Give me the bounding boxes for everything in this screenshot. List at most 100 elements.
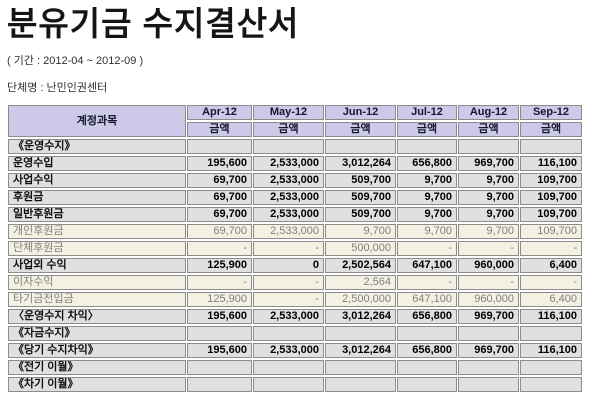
table-row: 이자수익 - -2,564- - - [8, 275, 582, 290]
table-row: 사업수익 69,700 2,533,000 509,700 9,700 9,700 109,… [8, 173, 582, 188]
amount-cell [397, 326, 457, 341]
amount-cell: 125,900 [187, 292, 252, 307]
amount-cell [325, 139, 396, 154]
amount-cell: 960,000 [458, 258, 519, 273]
account-label-cell: 후원금 [8, 190, 186, 205]
amount-header-cell: 금액 [325, 122, 396, 137]
amount-cell [325, 326, 396, 341]
month-header-cell: Aug-12 [458, 105, 519, 120]
account-label-cell: 타기금전입금 [8, 292, 186, 307]
amount-cell: 2,533,000 [253, 207, 324, 222]
account-label-cell: 《전기 이월》 [8, 360, 186, 375]
amount-cell: 647,100 [397, 292, 457, 307]
amount-cell [253, 377, 324, 392]
amount-cell [187, 326, 252, 341]
account-label-cell: 이자수익 [8, 275, 186, 290]
amount-cell: - [253, 241, 324, 256]
month-header-row: 계정과목 Apr-12 May-12 Jun-12 Jul-12 Aug-12 Sep-1… [8, 105, 582, 137]
amount-cell: 116,100 [520, 309, 582, 324]
table-row: 단체후원금 - -500,000- - - [8, 241, 582, 256]
table-row: 《차기 이월》 [8, 377, 582, 392]
account-label-cell: 운영수입 [8, 156, 186, 171]
amount-cell: - [187, 275, 252, 290]
amount-header-cell: 금액 [520, 122, 582, 137]
account-label-cell: 《차기 이월》 [8, 377, 186, 392]
amount-cell: 6,400 [520, 258, 582, 273]
amount-cell: 2,533,000 [253, 156, 324, 171]
amount-cell: 69,700 [187, 190, 252, 205]
amount-cell: 2,502,564 [325, 258, 396, 273]
amount-cell: 500,000 [325, 241, 396, 256]
amount-cell [520, 326, 582, 341]
amount-cell: 9,700 [458, 190, 519, 205]
table-row: 개인후원금 69,700 2,533,000 9,700 9,700 9,700 109,7… [8, 224, 582, 239]
amount-cell: - [253, 292, 324, 307]
table-row: 《당기 수지차익》 195,600 2,533,000 3,012,264 656,80… [8, 343, 582, 358]
amount-cell [520, 377, 582, 392]
table-header: 계정과목 Apr-12 May-12 Jun-12 Jul-12 Aug-12 Sep-1… [8, 105, 582, 137]
amount-cell: 656,800 [397, 309, 457, 324]
amount-cell: 9,700 [397, 173, 457, 188]
amount-cell: 116,100 [520, 343, 582, 358]
amount-cell: 9,700 [397, 207, 457, 222]
amount-cell: 9,700 [397, 190, 457, 205]
amount-cell: - [520, 275, 582, 290]
amount-cell: 116,100 [520, 156, 582, 171]
amount-cell: 9,700 [458, 224, 519, 239]
month-header-cell: Jun-12 [325, 105, 396, 120]
amount-cell: - [253, 275, 324, 290]
amount-header-cell: 금액 [253, 122, 324, 137]
month-header-cell: May-12 [253, 105, 324, 120]
account-label-cell: 《당기 수지차익》 [8, 343, 186, 358]
amount-cell: 3,012,264 [325, 343, 396, 358]
amount-cell: 195,600 [187, 343, 252, 358]
amount-header-cell: 금액 [187, 122, 252, 137]
amount-cell [520, 360, 582, 375]
account-label-cell: 사업외 수익 [8, 258, 186, 273]
amount-cell [187, 139, 252, 154]
account-label-cell: 단체후원금 [8, 241, 186, 256]
amount-cell: 109,700 [520, 190, 582, 205]
amount-cell: 9,700 [458, 207, 519, 222]
amount-cell: 0 [253, 258, 324, 273]
table-row: 타기금전입금 125,900-2,500,000 647,100 960,000 6,4… [8, 292, 582, 307]
amount-cell [520, 139, 582, 154]
amount-cell [458, 139, 519, 154]
table-row: 《운영수지》 [8, 139, 582, 154]
amount-cell: - [520, 241, 582, 256]
amount-cell: 3,012,264 [325, 156, 396, 171]
amount-cell: 9,700 [397, 224, 457, 239]
amount-cell: 969,700 [458, 343, 519, 358]
amount-cell [253, 326, 324, 341]
amount-header-cell: 금액 [397, 122, 457, 137]
amount-cell: 509,700 [325, 173, 396, 188]
account-label-cell: 《자금수지》 [8, 326, 186, 341]
amount-cell: 6,400 [520, 292, 582, 307]
organization-name: 단체명 : 난민인권센터 [7, 82, 108, 94]
amount-cell [458, 360, 519, 375]
amount-cell [325, 360, 396, 375]
amount-cell: - [397, 241, 457, 256]
amount-cell: 2,533,000 [253, 309, 324, 324]
settlement-table: 계정과목 Apr-12 May-12 Jun-12 Jul-12 Aug-12 Sep-1… [7, 103, 583, 394]
amount-cell [397, 360, 457, 375]
amount-cell [187, 377, 252, 392]
month-header-cell: Sep-12 [520, 105, 582, 120]
amount-cell: 969,700 [458, 309, 519, 324]
amount-cell: 9,700 [325, 224, 396, 239]
month-header-cell: Jul-12 [397, 105, 457, 120]
table-body: 《운영수지》 운영수입 195,600 2,533,000 3,012,264 656,8… [8, 139, 582, 392]
account-label-cell: 사업수익 [8, 173, 186, 188]
amount-cell: - [187, 241, 252, 256]
amount-cell: 2,533,000 [253, 224, 324, 239]
amount-cell: - [397, 275, 457, 290]
amount-header-cell: 금액 [458, 122, 519, 137]
table-row: 후원금 69,700 2,533,000 509,700 9,700 9,700 109,7… [8, 190, 582, 205]
amount-cell [253, 139, 324, 154]
account-label-cell: 개인후원금 [8, 224, 186, 239]
amount-cell [253, 360, 324, 375]
amount-header-row: 금액 금액 금액 금액 금액 금액 [8, 122, 582, 137]
table-row: 운영수입 195,600 2,533,000 3,012,264 656,800 969,… [8, 156, 582, 171]
amount-cell: 960,000 [458, 292, 519, 307]
amount-cell: 109,700 [520, 224, 582, 239]
